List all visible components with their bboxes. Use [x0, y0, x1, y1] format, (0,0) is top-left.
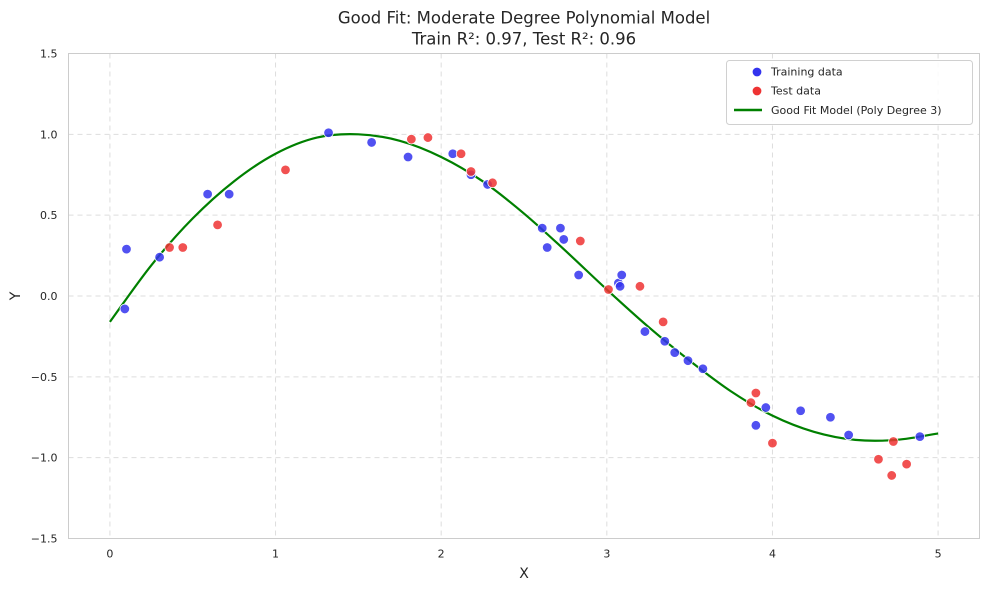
training-point: [154, 252, 165, 263]
training-point: [558, 234, 569, 245]
training-point: [760, 402, 772, 413]
x-tick-label: 2: [438, 548, 445, 561]
test-point: [422, 132, 434, 143]
test-point: [745, 397, 757, 408]
legend-training-marker: [751, 66, 763, 78]
legend-model-label: Good Fit Model (Poly Degree 3): [771, 104, 942, 117]
test-point: [487, 177, 498, 189]
chart-title: Good Fit: Moderate Degree Polynomial Mod…: [338, 9, 710, 28]
test-point: [465, 166, 477, 177]
training-point: [223, 188, 235, 200]
y-tick-label: −1.0: [31, 452, 58, 465]
x-tick-label: 5: [935, 548, 942, 561]
y-tick-label: 1.5: [40, 48, 58, 61]
test-point: [575, 235, 586, 247]
training-point: [616, 269, 627, 281]
test-point: [873, 454, 884, 465]
test-point: [212, 219, 223, 231]
y-tick-label: −1.5: [31, 533, 58, 546]
test-point: [406, 133, 417, 145]
test-point: [767, 437, 778, 449]
training-point: [914, 431, 926, 442]
training-point: [573, 269, 584, 281]
test-point: [901, 458, 912, 470]
scatter-points-layer: [119, 127, 926, 481]
x-tick-label: 4: [769, 548, 776, 561]
y-tick-label: 0.5: [40, 209, 58, 222]
training-point: [614, 281, 626, 292]
training-point: [119, 303, 131, 315]
training-point: [682, 355, 694, 366]
training-point: [697, 363, 709, 374]
test-point: [750, 387, 762, 399]
training-point: [202, 188, 213, 200]
training-point: [825, 412, 836, 423]
training-point: [555, 222, 566, 234]
training-point: [750, 420, 762, 431]
x-tick-label: 0: [106, 548, 113, 561]
test-point: [657, 316, 669, 328]
training-point: [537, 222, 548, 234]
training-point: [323, 127, 334, 138]
training-point: [795, 405, 806, 416]
training-point: [843, 429, 854, 441]
training-point: [121, 243, 132, 255]
x-axis-ticks: 0 1 2 3 4 5: [106, 548, 941, 561]
training-point: [541, 242, 553, 253]
training-point: [366, 137, 377, 148]
test-point: [177, 242, 188, 253]
y-axis-label: Y: [8, 291, 24, 301]
legend-box: [726, 60, 973, 125]
test-point: [634, 281, 646, 292]
legend-training-label: Training data: [770, 66, 843, 79]
training-point: [639, 326, 651, 337]
legend-test-label: Test data: [770, 85, 821, 98]
x-tick-label: 3: [603, 548, 610, 561]
legend-test-marker: [751, 85, 763, 97]
training-point: [402, 151, 414, 163]
y-tick-label: −0.5: [31, 371, 58, 384]
plot-frame: [68, 53, 980, 539]
x-axis-label: X: [519, 566, 529, 582]
test-point: [603, 284, 614, 295]
test-point: [455, 148, 467, 159]
training-point: [659, 336, 670, 347]
test-point: [280, 164, 291, 176]
y-tick-label: 1.0: [40, 128, 58, 141]
y-axis-ticks: −1.5 −1.0 −0.5 0.0 0.5 1.0 1.5: [31, 48, 58, 546]
chart-subtitle: Train R²: 0.97, Test R²: 0.96: [411, 30, 636, 49]
training-point: [669, 347, 680, 358]
model-fit-line: [109, 133, 939, 442]
model-line-layer: [109, 133, 939, 442]
test-point: [888, 436, 899, 447]
legend: Training data Test data Good Fit Model (…: [726, 60, 973, 125]
test-point: [164, 242, 175, 253]
test-point: [886, 470, 897, 481]
grid-lines: [68, 53, 980, 539]
x-tick-label: 1: [272, 548, 279, 561]
y-tick-label: 0.0: [40, 290, 58, 303]
